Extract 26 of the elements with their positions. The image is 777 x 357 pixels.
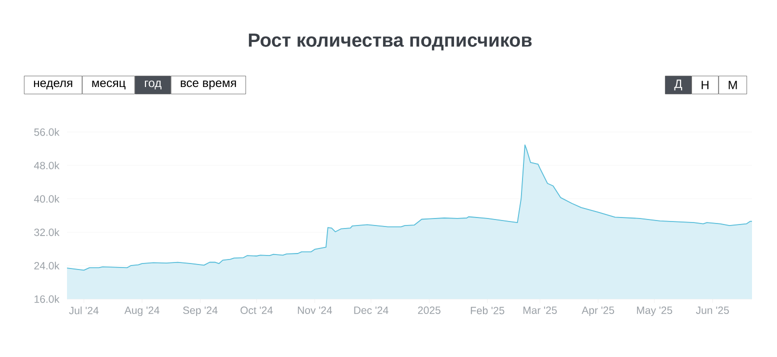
y-tick-label: 56.0k bbox=[34, 128, 60, 136]
text: все время bbox=[180, 80, 236, 90]
y-tick-label: 48.0k bbox=[34, 162, 60, 170]
x-tick-label: Apr '25 bbox=[582, 306, 614, 316]
x-tick-label: Aug '24 bbox=[124, 306, 160, 316]
x-tick-label: Nov '24 bbox=[298, 306, 332, 314]
x-tick-label: Dec '24 bbox=[354, 306, 388, 314]
text: год bbox=[144, 80, 162, 90]
chart-title: Рост количества подписчиков bbox=[248, 34, 532, 50]
x-tick-label: May '25 bbox=[637, 306, 672, 316]
y-tick-label: 16.0k bbox=[34, 295, 60, 303]
x-tick-label: Jul '24 bbox=[69, 306, 99, 314]
text: М bbox=[728, 80, 737, 90]
text: Д bbox=[674, 80, 682, 90]
x-tick-label: Oct '24 bbox=[240, 306, 273, 314]
x-tick-label: Jun '25 bbox=[696, 306, 729, 314]
x-tick-label: Feb '25 bbox=[470, 306, 504, 314]
y-tick-label: 32.0k bbox=[34, 228, 60, 236]
text: неделя bbox=[34, 80, 72, 90]
x-tick-label: 2025 bbox=[418, 306, 440, 314]
y-tick-label: 24.0k bbox=[34, 262, 60, 270]
text: Н bbox=[702, 80, 708, 90]
y-tick-label: 40.0k bbox=[34, 194, 60, 203]
text: месяц bbox=[92, 80, 126, 90]
x-tick-label: Mar '25 bbox=[523, 306, 557, 314]
x-tick-label: Sep '24 bbox=[183, 306, 218, 316]
